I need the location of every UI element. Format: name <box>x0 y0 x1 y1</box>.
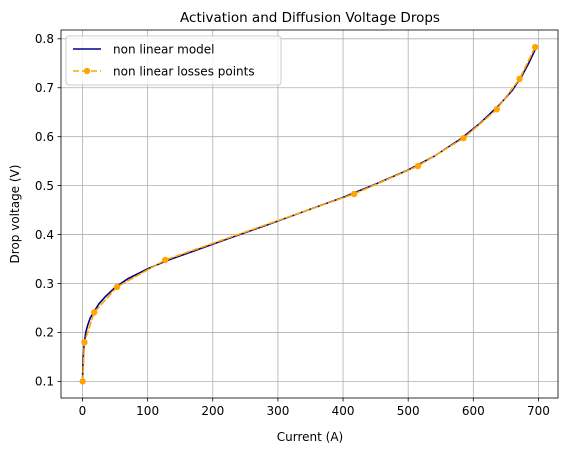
data-point-marker <box>532 43 539 51</box>
legend-box <box>65 35 282 86</box>
y-tick-label: 0.4 <box>35 228 54 242</box>
legend-label-points: non linear losses points <box>113 65 255 79</box>
data-point-marker <box>81 339 88 346</box>
y-axis-ticks: 0.1 0.2 0.3 0.4 0.5 0.6 0.7 0.8 <box>35 32 61 389</box>
data-point-marker <box>493 106 500 113</box>
x-tick-label: 400 <box>332 404 355 418</box>
grid-lines <box>61 30 558 398</box>
series-layer <box>79 43 539 385</box>
x-axis-ticks: 0 100 200 300 400 500 600 700 <box>79 398 550 418</box>
data-point-marker <box>414 162 422 170</box>
y-tick-label: 0.2 <box>35 326 54 340</box>
x-tick-label: 200 <box>201 404 224 418</box>
plot-frame <box>60 29 559 399</box>
data-point-marker <box>350 190 358 198</box>
data-point-marker <box>113 283 121 291</box>
x-tick-label: 100 <box>136 404 159 418</box>
data-point-marker <box>162 256 169 264</box>
y-tick-label: 0.7 <box>35 81 54 95</box>
chart-title: Activation and Diffusion Voltage Drops <box>180 10 440 26</box>
y-axis-label: Drop voltage (V) <box>8 165 22 264</box>
y-tick-label: 0.8 <box>35 32 54 46</box>
y-tick-label: 0.1 <box>35 375 54 389</box>
x-tick-label: 700 <box>527 404 550 418</box>
legend-label-model: non linear model <box>113 43 215 57</box>
legend: non linear model non linear losses point… <box>65 35 282 86</box>
y-tick-label: 0.6 <box>35 130 54 144</box>
y-tick-label: 0.5 <box>35 179 54 193</box>
x-tick-label: 0 <box>79 404 87 418</box>
data-point-marker <box>460 134 467 142</box>
y-tick-label: 0.3 <box>35 277 54 291</box>
x-axis-label: Current (A) <box>277 430 343 444</box>
data-point-marker <box>91 309 98 316</box>
data-point-marker <box>79 378 86 385</box>
data-point-marker <box>516 75 523 83</box>
legend-swatch-marker <box>83 67 91 75</box>
x-tick-label: 500 <box>397 404 420 418</box>
x-tick-label: 600 <box>462 404 485 418</box>
x-tick-label: 300 <box>266 404 289 418</box>
